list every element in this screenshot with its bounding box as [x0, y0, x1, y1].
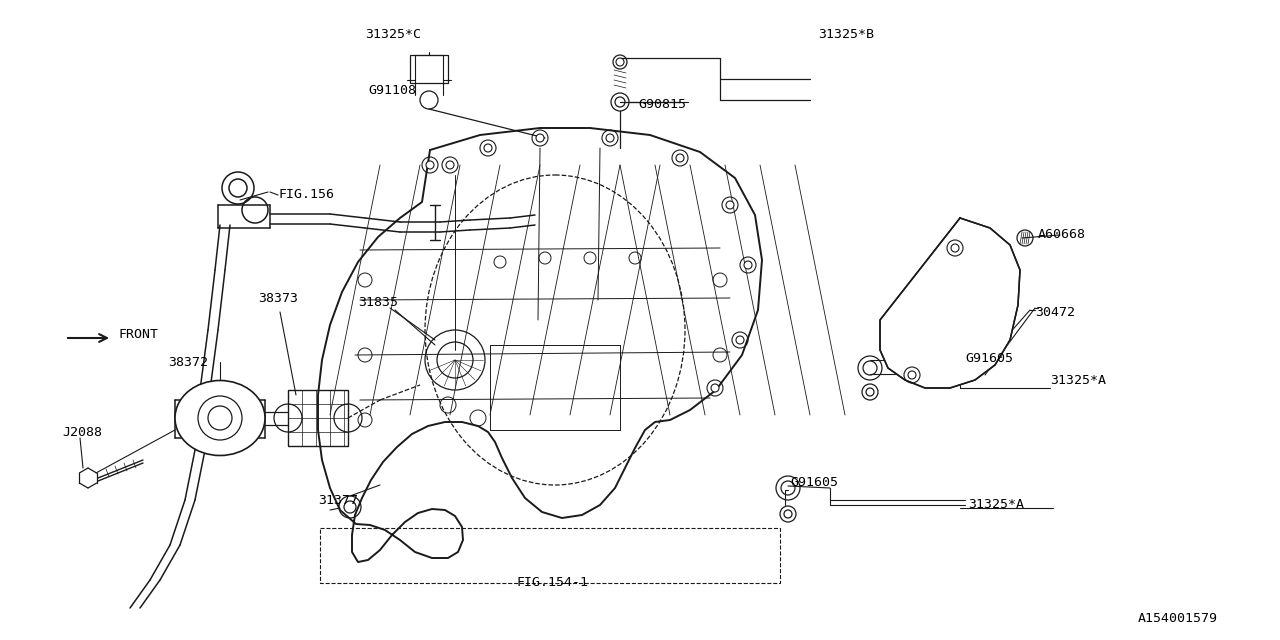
Text: 38373: 38373: [259, 291, 298, 305]
Text: 38372: 38372: [168, 355, 207, 369]
Circle shape: [445, 161, 454, 169]
Circle shape: [605, 134, 614, 142]
Polygon shape: [881, 218, 1020, 388]
Text: FIG.154-1: FIG.154-1: [516, 575, 588, 589]
Circle shape: [736, 336, 744, 344]
Text: 31835: 31835: [358, 296, 398, 308]
Text: 31325*A: 31325*A: [1050, 374, 1106, 387]
Text: G90815: G90815: [637, 97, 686, 111]
Circle shape: [536, 134, 544, 142]
Bar: [320, 528, 780, 583]
Text: A60668: A60668: [1038, 228, 1085, 241]
Text: 31325*C: 31325*C: [365, 29, 421, 42]
Text: 31325*B: 31325*B: [818, 29, 874, 42]
Circle shape: [744, 261, 753, 269]
Text: FRONT: FRONT: [118, 328, 157, 342]
Text: G91605: G91605: [965, 351, 1012, 365]
Ellipse shape: [175, 381, 265, 456]
Text: 31377: 31377: [317, 493, 358, 506]
Text: J2088: J2088: [61, 426, 102, 438]
Text: 31325*A: 31325*A: [968, 497, 1024, 511]
Text: G91605: G91605: [790, 476, 838, 488]
Circle shape: [484, 144, 492, 152]
Text: 30472: 30472: [1036, 305, 1075, 319]
Text: FIG.156: FIG.156: [278, 189, 334, 202]
Circle shape: [426, 161, 434, 169]
Circle shape: [616, 58, 625, 66]
Bar: [288, 390, 348, 446]
Text: G91108: G91108: [369, 83, 416, 97]
Text: A154001579: A154001579: [1138, 611, 1219, 625]
Circle shape: [726, 201, 733, 209]
Circle shape: [676, 154, 684, 162]
Circle shape: [710, 384, 719, 392]
Bar: [410, 55, 448, 83]
